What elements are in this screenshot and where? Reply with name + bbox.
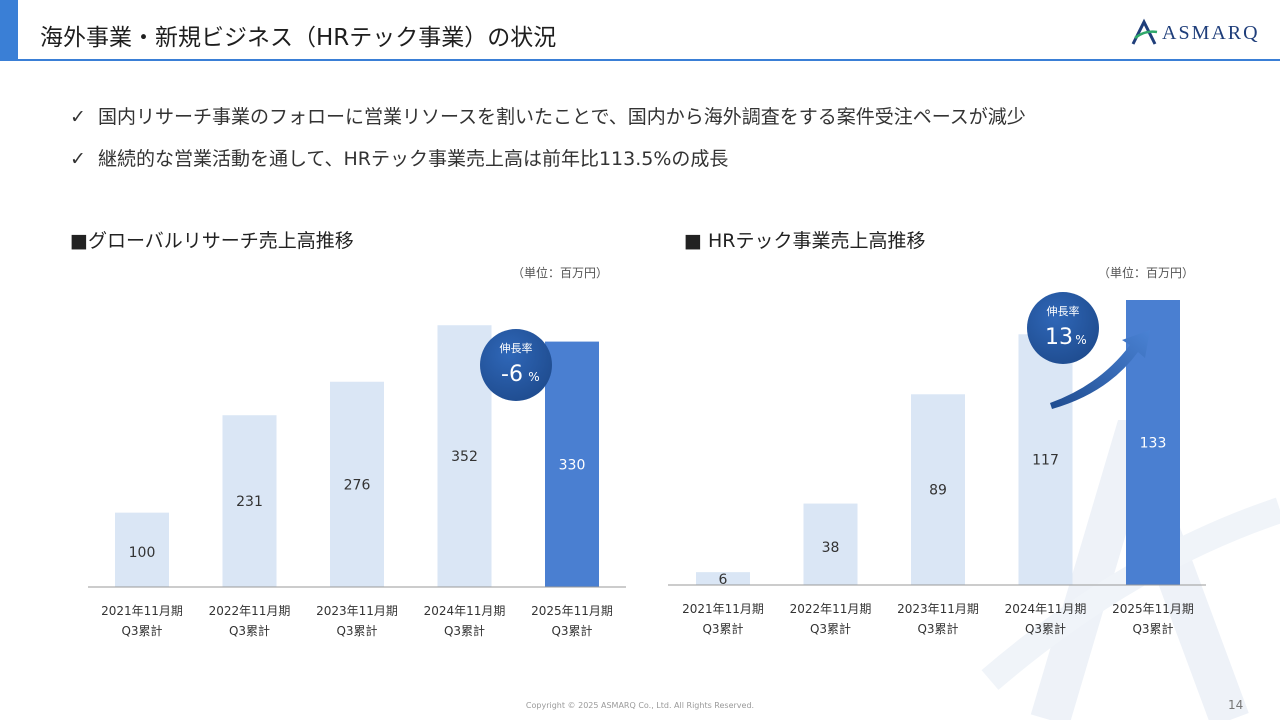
bar bbox=[222, 415, 277, 587]
copyright: Copyright © 2025 ASMARQ Co., Ltd. All Ri… bbox=[525, 701, 755, 710]
checkmark-icon: ✓ bbox=[70, 148, 86, 170]
unit-label: （単位：百万円） bbox=[512, 266, 609, 280]
bar bbox=[330, 381, 384, 587]
x-tick-label: 2022年11月期 bbox=[790, 602, 872, 616]
page-number: 14 bbox=[1228, 698, 1244, 712]
bar-value-label: 117 bbox=[1032, 453, 1059, 469]
x-tick-sublabel: Q3累計 bbox=[551, 623, 592, 638]
bullet-text: 国内リサーチ事業のフォローに営業リソースを割いたことで、国内から海外調査をする案… bbox=[98, 106, 1026, 128]
bar bbox=[803, 503, 858, 585]
growth-badge bbox=[480, 329, 552, 401]
bar-value-label: 6 bbox=[719, 572, 728, 588]
hrtech-title: ■ HRテック事業売上高推移 bbox=[684, 230, 926, 252]
bar bbox=[696, 572, 750, 585]
bar bbox=[115, 512, 169, 587]
summary-bullets: ✓ 国内リサーチ事業のフォローに営業リソースを割いたことで、国内から海外調査をする… bbox=[70, 102, 1026, 186]
hrtech-bar-chart: 6 2021年11月期 Q3累計 38 2022年11月期 Q3累計 89 2023年11月期… bbox=[668, 292, 1206, 636]
x-tick-sublabel: Q3累計 bbox=[917, 621, 958, 636]
growth-arrow bbox=[1050, 330, 1150, 409]
logo-mark-icon bbox=[1131, 18, 1158, 45]
x-tick-label: 2023年11月期 bbox=[897, 602, 979, 616]
x-tick-sublabel: Q3累計 bbox=[444, 623, 485, 638]
bar-value-label: 89 bbox=[929, 483, 947, 499]
checkmark-icon: ✓ bbox=[70, 106, 86, 128]
x-tick-sublabel: Q3累計 bbox=[336, 623, 377, 638]
bullet-item: ✓ 継続的な営業活動を通して、HRテック事業売上高は前年比113.5%の成長 bbox=[70, 144, 1026, 186]
bar bbox=[911, 394, 965, 585]
x-tick-sublabel: Q3累計 bbox=[1132, 621, 1173, 636]
x-tick-label: 2021年11月期 bbox=[682, 602, 764, 616]
growth-badge bbox=[1027, 292, 1099, 364]
bar-value-label: 231 bbox=[236, 494, 263, 510]
growth-badge-label: 伸長率 bbox=[1047, 304, 1080, 318]
x-tick-sublabel: Q3累計 bbox=[121, 623, 162, 638]
bullet-item: ✓ 国内リサーチ事業のフォローに営業リソースを割いたことで、国内から海外調査をする… bbox=[70, 102, 1026, 144]
growth-badge-label: 伸長率 bbox=[500, 341, 533, 355]
x-tick-label: 2025年11月期 bbox=[531, 604, 613, 618]
growth-badge-percent: % bbox=[528, 370, 539, 384]
bar-value-label: 330 bbox=[559, 457, 586, 473]
bar bbox=[545, 341, 599, 587]
header-accent-bar bbox=[0, 0, 18, 60]
x-tick-label: 2023年11月期 bbox=[316, 604, 398, 618]
global-research-title: ■グローバルリサーチ売上高推移 bbox=[70, 230, 354, 252]
bar bbox=[1018, 334, 1073, 585]
x-tick-label: 2024年11月期 bbox=[424, 604, 506, 618]
x-tick-label: 2021年11月期 bbox=[101, 604, 183, 618]
logo-text: ASMARQ bbox=[1162, 22, 1260, 44]
bullet-text: 継続的な営業活動を通して、HRテック事業売上高は前年比113.5%の成長 bbox=[98, 148, 729, 170]
page-title: 海外事業・新規ビジネス（HRテック事業）の状況 bbox=[40, 25, 557, 51]
global-research-bar-chart: 100 2021年11月期 Q3累計 231 2022年11月期 Q3累計 276 2023年… bbox=[88, 325, 626, 638]
growth-badge-value: -6 bbox=[501, 362, 523, 387]
bar-value-label: 352 bbox=[451, 449, 478, 465]
bar-value-label: 38 bbox=[822, 540, 840, 556]
x-tick-sublabel: Q3累計 bbox=[810, 621, 851, 636]
x-tick-sublabel: Q3累計 bbox=[229, 623, 270, 638]
x-tick-label: 2022年11月期 bbox=[209, 604, 291, 618]
growth-badge-value: 13 bbox=[1045, 325, 1073, 350]
bar-value-label: 100 bbox=[129, 545, 156, 561]
asmarq-logo: ASMARQ bbox=[1130, 18, 1270, 48]
bar-value-label: 133 bbox=[1140, 436, 1167, 452]
x-tick-sublabel: Q3累計 bbox=[702, 621, 743, 636]
x-tick-label: 2025年11月期 bbox=[1112, 602, 1194, 616]
header-divider bbox=[0, 59, 1280, 61]
bar-value-label: 276 bbox=[344, 477, 371, 493]
unit-label: （単位：百万円） bbox=[1098, 266, 1195, 280]
x-tick-sublabel: Q3累計 bbox=[1025, 621, 1066, 636]
x-tick-label: 2024年11月期 bbox=[1005, 602, 1087, 616]
growth-badge-percent: % bbox=[1075, 333, 1086, 347]
